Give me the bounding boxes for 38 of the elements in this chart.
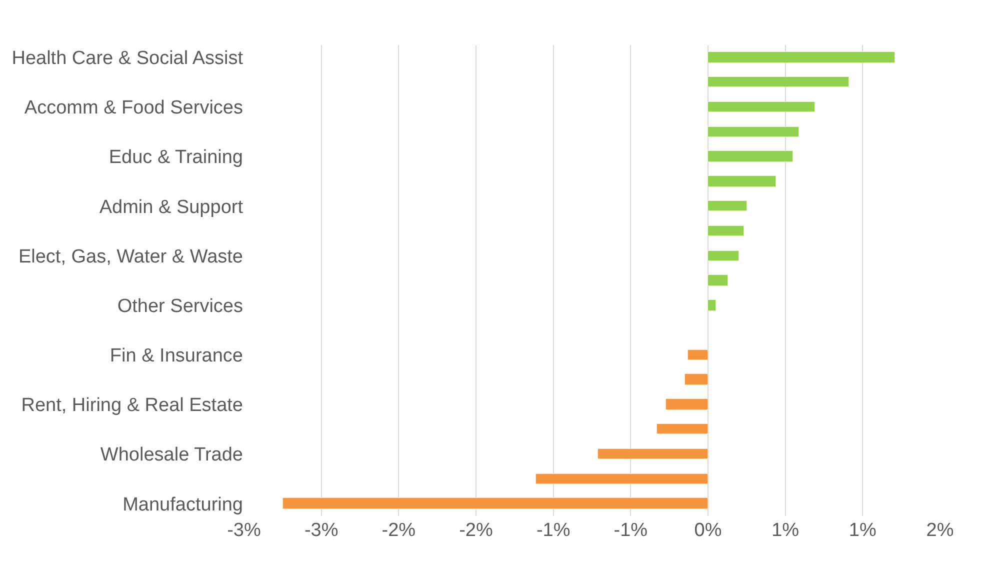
bar <box>536 474 708 484</box>
y-tick-label: Educ & Training <box>108 147 243 168</box>
bar <box>598 448 708 459</box>
bar <box>708 300 716 311</box>
bar <box>708 52 895 63</box>
bar <box>656 424 708 434</box>
x-tick-label: -1% <box>536 520 570 541</box>
x-tick-label: -3% <box>304 520 338 541</box>
x-tick-label: 2% <box>926 520 954 541</box>
bar <box>708 126 799 137</box>
y-tick-label: Accomm & Food Services <box>24 98 243 119</box>
bar <box>708 274 728 286</box>
x-tick-label: -2% <box>459 520 493 541</box>
y-tick-label: Fin & Insurance <box>110 346 243 367</box>
x-tick-label: -2% <box>382 520 416 541</box>
bar <box>684 374 708 385</box>
x-tick-label: 0% <box>694 520 722 541</box>
x-tick-label: -3% <box>227 520 261 541</box>
y-tick-label: Other Services <box>117 296 243 317</box>
bar <box>708 176 776 187</box>
bar <box>708 226 744 236</box>
y-tick-label: Wholesale Trade <box>100 444 243 466</box>
bar <box>708 200 747 211</box>
bar <box>708 250 739 261</box>
bar <box>688 350 708 360</box>
y-tick-label: Elect, Gas, Water & Waste <box>18 246 243 268</box>
x-tick-label: -1% <box>614 520 648 541</box>
y-tick-label: Admin & Support <box>99 196 244 218</box>
y-tick-label: Health Care & Social Assist <box>12 48 244 70</box>
x-tick-label: 1% <box>772 520 800 541</box>
bar <box>666 398 708 410</box>
bar <box>708 76 849 87</box>
y-tick-label: Manufacturing <box>122 494 243 516</box>
y-tick-label: Rent, Hiring & Real Estate <box>21 395 243 416</box>
x-tick-label: 1% <box>848 520 877 541</box>
bar <box>708 150 793 162</box>
bar <box>708 102 815 112</box>
bar <box>282 498 708 509</box>
